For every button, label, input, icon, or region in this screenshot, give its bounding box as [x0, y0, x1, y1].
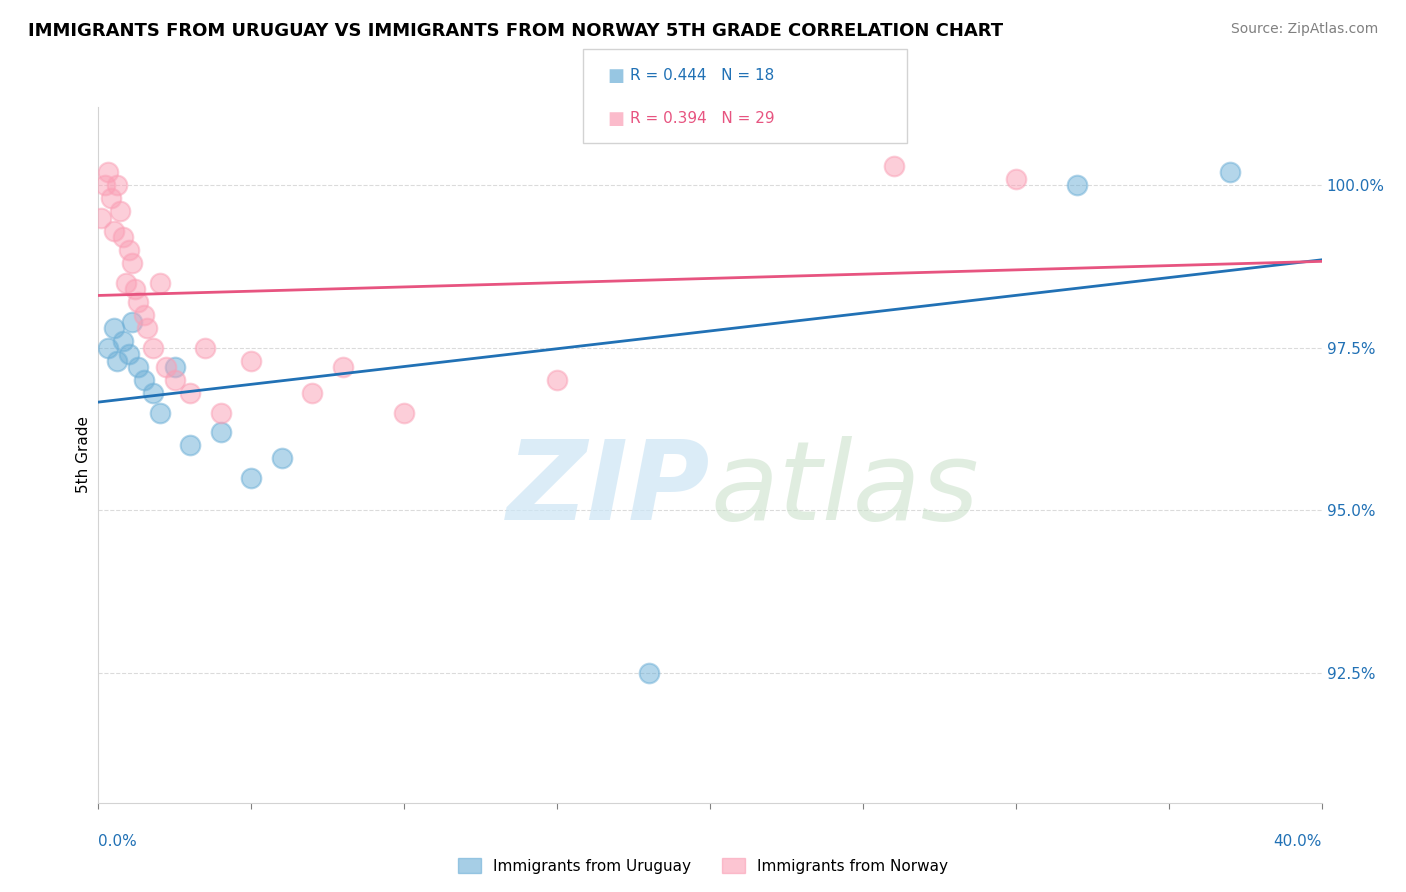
Text: 0.0%: 0.0% — [98, 834, 138, 849]
Y-axis label: 5th Grade: 5th Grade — [76, 417, 91, 493]
Point — [118, 347, 141, 361]
Point — [105, 178, 128, 192]
Point — [332, 360, 354, 375]
Point — [240, 471, 263, 485]
Point — [142, 386, 165, 401]
Point — [118, 243, 141, 257]
Point — [100, 191, 122, 205]
Text: R = 0.444   N = 18: R = 0.444 N = 18 — [630, 69, 775, 83]
Text: R = 0.394   N = 29: R = 0.394 N = 29 — [630, 112, 775, 126]
Point — [93, 178, 115, 192]
Text: IMMIGRANTS FROM URUGUAY VS IMMIGRANTS FROM NORWAY 5TH GRADE CORRELATION CHART: IMMIGRANTS FROM URUGUAY VS IMMIGRANTS FR… — [28, 22, 1004, 40]
Point — [163, 373, 186, 387]
Point — [179, 438, 201, 452]
Point — [121, 256, 143, 270]
Point — [111, 230, 134, 244]
Point — [270, 451, 294, 466]
Text: ■: ■ — [607, 67, 624, 85]
Point — [90, 211, 112, 225]
Point — [392, 406, 416, 420]
Point — [1066, 178, 1088, 192]
Point — [209, 406, 232, 420]
Point — [149, 276, 172, 290]
Point — [121, 315, 143, 329]
Point — [240, 353, 263, 368]
Point — [127, 360, 149, 375]
Point — [97, 165, 120, 179]
Text: ZIP: ZIP — [506, 436, 710, 543]
Point — [546, 373, 568, 387]
Legend: Immigrants from Uruguay, Immigrants from Norway: Immigrants from Uruguay, Immigrants from… — [451, 852, 955, 880]
Point — [301, 386, 323, 401]
Point — [134, 373, 156, 387]
Point — [637, 665, 661, 680]
Point — [209, 425, 232, 439]
Point — [103, 224, 125, 238]
Text: ■: ■ — [607, 110, 624, 128]
Point — [124, 282, 146, 296]
Text: atlas: atlas — [710, 436, 979, 543]
Point — [115, 276, 138, 290]
Point — [105, 353, 128, 368]
Point — [134, 308, 156, 322]
Point — [179, 386, 201, 401]
Point — [97, 341, 120, 355]
Point — [883, 159, 905, 173]
Point — [108, 204, 131, 219]
Text: 40.0%: 40.0% — [1274, 834, 1322, 849]
Text: Source: ZipAtlas.com: Source: ZipAtlas.com — [1230, 22, 1378, 37]
Point — [155, 360, 177, 375]
Point — [142, 341, 165, 355]
Point — [103, 321, 125, 335]
Point — [111, 334, 134, 348]
Point — [149, 406, 172, 420]
Point — [136, 321, 159, 335]
Point — [1219, 165, 1241, 179]
Point — [1004, 171, 1026, 186]
Point — [163, 360, 186, 375]
Point — [127, 295, 149, 310]
Point — [194, 341, 217, 355]
